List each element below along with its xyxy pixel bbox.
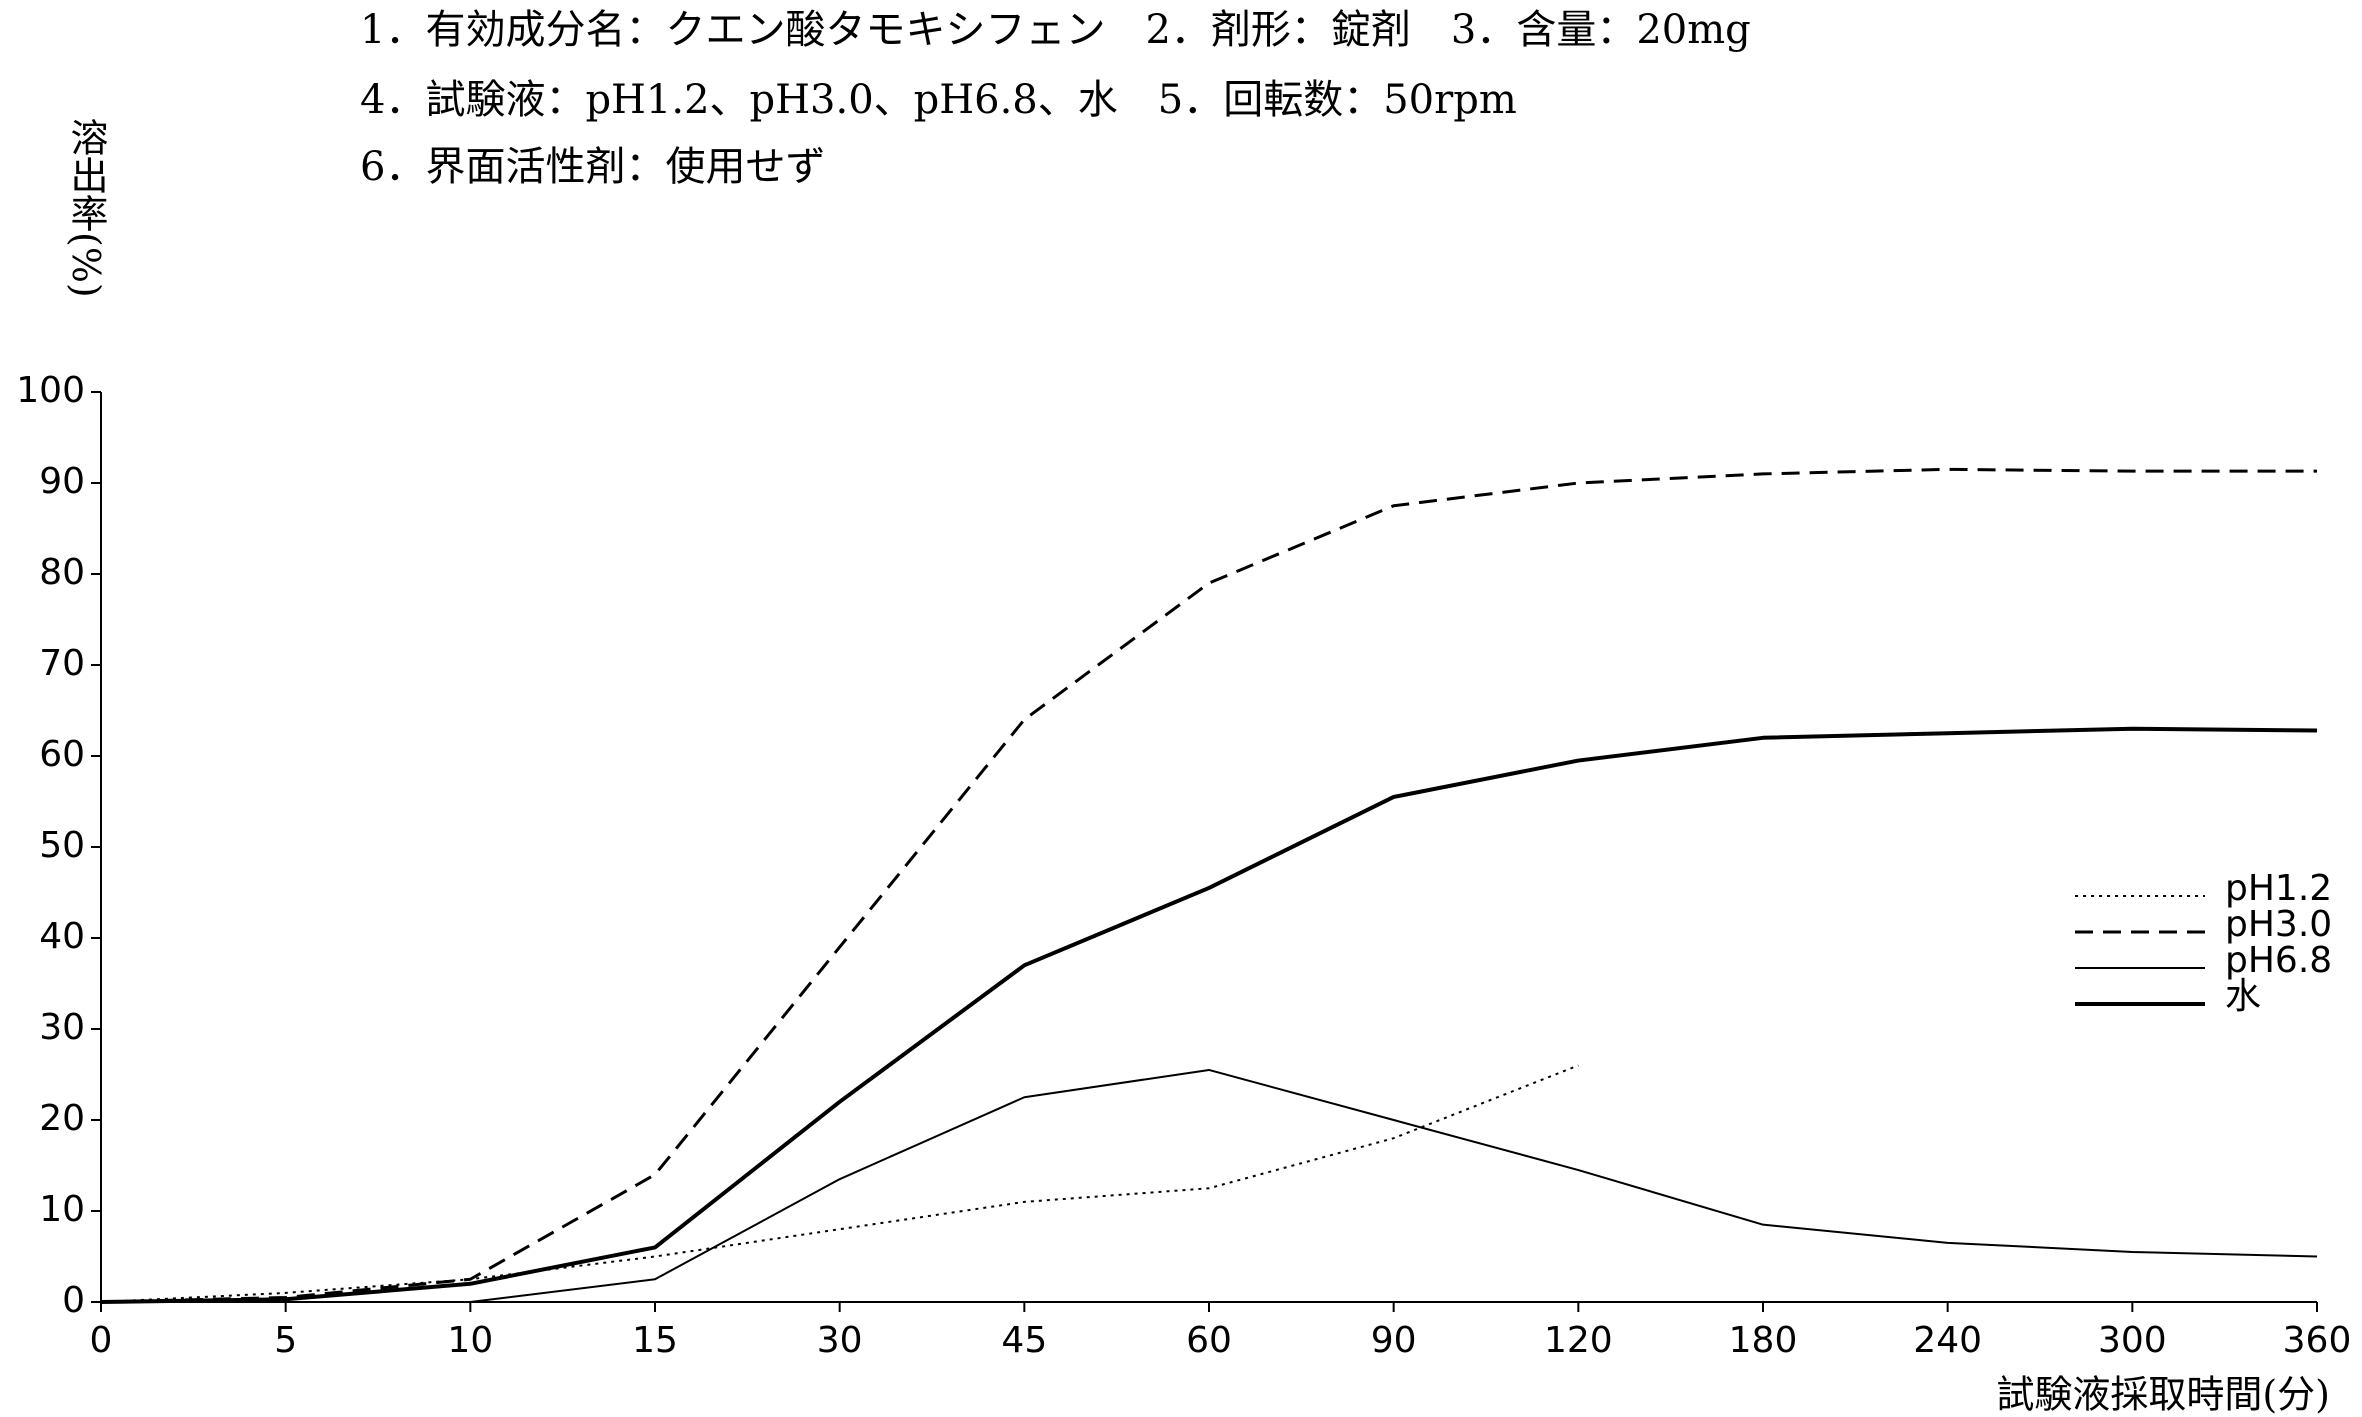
y-tick-label: 80 bbox=[39, 552, 85, 593]
y-tick-label: 50 bbox=[39, 825, 85, 866]
x-tick-label: 300 bbox=[2098, 1320, 2167, 1361]
x-tick-label: 360 bbox=[2283, 1320, 2352, 1361]
header-line: 6．界面活性剤：使用せず bbox=[360, 144, 825, 190]
x-tick-label: 240 bbox=[1913, 1320, 1982, 1361]
y-tick-label: 30 bbox=[39, 1007, 85, 1048]
x-tick-label: 10 bbox=[447, 1320, 493, 1361]
x-tick-label: 45 bbox=[1001, 1320, 1047, 1361]
x-tick-label: 180 bbox=[1729, 1320, 1798, 1361]
x-tick-label: 0 bbox=[90, 1320, 113, 1361]
y-tick-label: 0 bbox=[62, 1280, 85, 1321]
series-line bbox=[101, 1068, 2318, 1303]
y-tick-label: 100 bbox=[16, 370, 85, 411]
x-axis-label: 試験液採取時間(分) bbox=[1996, 1373, 2330, 1417]
series-line bbox=[100, 726, 2318, 1304]
y-tick-label: 20 bbox=[39, 1098, 85, 1139]
legend-label: 水 bbox=[2225, 976, 2261, 1017]
x-tick-label: 90 bbox=[1371, 1320, 1417, 1361]
y-tick-label: 90 bbox=[39, 461, 85, 502]
x-tick-label: 120 bbox=[1544, 1320, 1613, 1361]
header-line: 4．試験液：pH1.2、pH3.0、pH6.8、水 5．回転数：50rpm bbox=[360, 77, 1517, 123]
legend-label: pH6.8 bbox=[2225, 940, 2332, 981]
x-tick-label: 60 bbox=[1186, 1320, 1232, 1361]
legend-label: pH1.2 bbox=[2225, 868, 2332, 909]
y-tick-label: 60 bbox=[39, 734, 85, 775]
y-tick-label: 70 bbox=[39, 643, 85, 684]
series-line bbox=[100, 1064, 1579, 1303]
x-tick-label: 30 bbox=[817, 1320, 863, 1361]
y-axis-label: 溶出率(%) bbox=[64, 118, 108, 298]
x-tick-label: 5 bbox=[274, 1320, 297, 1361]
y-tick-label: 40 bbox=[39, 916, 85, 957]
x-tick-label: 15 bbox=[632, 1320, 678, 1361]
y-tick-label: 10 bbox=[39, 1189, 85, 1230]
header-line: 1．有効成分名：クエン酸タモキシフェン 2．剤形：錠剤 3．含量：20mg bbox=[360, 7, 1751, 53]
series-line bbox=[100, 467, 2317, 1304]
legend-label: pH3.0 bbox=[2225, 904, 2332, 945]
